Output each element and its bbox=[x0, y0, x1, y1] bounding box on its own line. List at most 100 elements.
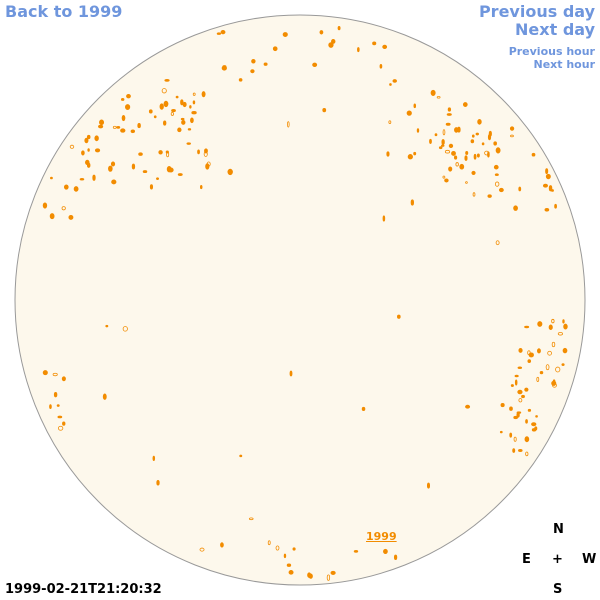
region-speck bbox=[527, 408, 532, 412]
region-speck bbox=[125, 104, 131, 110]
region-speck bbox=[471, 134, 475, 138]
back-link[interactable]: Back to 1999 bbox=[5, 2, 123, 21]
region-speck bbox=[250, 69, 255, 74]
region-speck bbox=[99, 119, 105, 126]
region-speck bbox=[105, 324, 109, 328]
region-speck bbox=[49, 176, 53, 180]
region-speck bbox=[353, 550, 359, 553]
region-speck bbox=[94, 135, 99, 142]
region-speck bbox=[110, 161, 116, 167]
region-speck bbox=[441, 144, 445, 147]
region-speck bbox=[170, 111, 175, 116]
region-speck bbox=[197, 149, 200, 155]
region-speck bbox=[87, 148, 90, 152]
region-speck bbox=[63, 184, 69, 190]
previous-hour-link[interactable]: Previous hour bbox=[508, 45, 595, 58]
region-speck bbox=[111, 179, 117, 185]
region-speck bbox=[84, 137, 89, 144]
region-speck bbox=[62, 421, 66, 426]
region-speck bbox=[562, 319, 565, 324]
region-speck bbox=[442, 129, 446, 136]
region-speck bbox=[524, 436, 530, 443]
region-speck bbox=[547, 350, 552, 356]
region-speck bbox=[512, 448, 516, 453]
region-speck bbox=[537, 321, 543, 327]
region-speck bbox=[120, 128, 126, 133]
region-speck bbox=[164, 78, 170, 82]
region-speck bbox=[518, 449, 523, 452]
region-speck bbox=[177, 127, 182, 133]
region-speck bbox=[120, 98, 125, 101]
region-speck bbox=[562, 347, 568, 354]
region-speck bbox=[372, 41, 377, 46]
region-speck bbox=[481, 142, 485, 146]
region-speck bbox=[163, 120, 167, 126]
region-speck bbox=[524, 325, 530, 329]
region-speck bbox=[555, 366, 561, 373]
region-speck bbox=[251, 58, 256, 64]
region-speck bbox=[126, 94, 131, 99]
region-speck bbox=[216, 32, 222, 35]
region-speck bbox=[199, 547, 205, 552]
region-speck bbox=[57, 415, 63, 419]
region-speck bbox=[53, 391, 58, 398]
region-speck bbox=[426, 482, 431, 489]
region-speck bbox=[248, 517, 254, 521]
disk-label-link[interactable]: 1999 bbox=[366, 530, 397, 543]
region-speck bbox=[459, 163, 465, 170]
region-speck bbox=[513, 436, 517, 442]
region-speck bbox=[531, 422, 537, 427]
region-speck bbox=[465, 150, 469, 155]
region-speck bbox=[557, 332, 563, 336]
region-speck bbox=[319, 30, 324, 35]
region-speck bbox=[330, 570, 336, 575]
region-speck bbox=[518, 348, 523, 353]
region-speck bbox=[493, 141, 497, 146]
region-speck bbox=[525, 451, 529, 457]
region-speck bbox=[548, 324, 553, 330]
next-hour-link[interactable]: Next hour bbox=[533, 58, 596, 71]
region-speck bbox=[514, 379, 518, 386]
region-speck bbox=[551, 341, 556, 348]
region-speck bbox=[205, 163, 210, 170]
region-speck bbox=[406, 110, 412, 116]
region-speck bbox=[131, 163, 136, 170]
region-speck bbox=[220, 542, 224, 548]
previous-day-link[interactable]: Previous day bbox=[478, 2, 595, 21]
region-speck bbox=[509, 406, 513, 411]
region-speck bbox=[158, 150, 163, 155]
region-speck bbox=[122, 326, 128, 332]
region-speck bbox=[393, 554, 398, 561]
compass-north: N bbox=[553, 522, 564, 537]
region-speck bbox=[361, 406, 366, 412]
region-speck bbox=[484, 150, 490, 156]
region-speck bbox=[328, 42, 334, 48]
region-speck bbox=[49, 213, 55, 220]
region-speck bbox=[551, 380, 557, 386]
region-speck bbox=[379, 64, 383, 69]
region-speck bbox=[86, 162, 91, 168]
region-speck bbox=[498, 187, 504, 193]
region-speck bbox=[239, 454, 243, 458]
region-speck bbox=[527, 350, 531, 356]
region-speck bbox=[388, 120, 392, 125]
region-speck bbox=[153, 115, 157, 119]
region-speck bbox=[448, 143, 454, 149]
region-speck bbox=[488, 130, 492, 137]
region-speck bbox=[383, 548, 388, 554]
region-speck bbox=[382, 215, 386, 222]
region-speck bbox=[554, 203, 557, 209]
region-speck bbox=[288, 570, 294, 575]
region-speck bbox=[42, 370, 48, 376]
region-speck bbox=[545, 173, 551, 180]
region-speck bbox=[171, 108, 176, 113]
region-speck bbox=[272, 46, 278, 52]
region-speck bbox=[542, 183, 548, 188]
region-speck bbox=[222, 65, 227, 69]
region-speck bbox=[177, 173, 183, 176]
region-speck bbox=[455, 162, 459, 167]
region-speck bbox=[192, 100, 196, 105]
next-day-link[interactable]: Next day bbox=[515, 20, 595, 39]
region-speck bbox=[382, 44, 388, 49]
